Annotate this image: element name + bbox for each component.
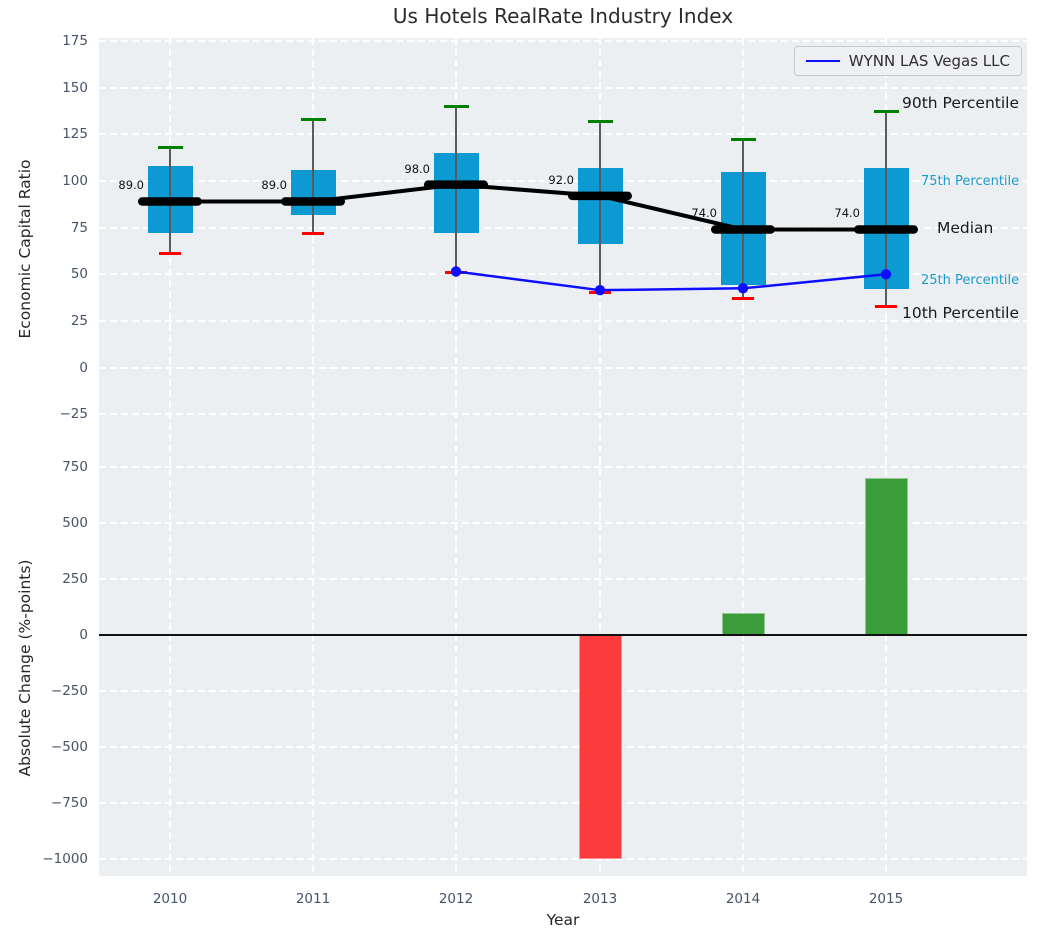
- legend-line-sample: [806, 60, 840, 62]
- bottom-vgridline-2014: [742, 458, 744, 876]
- median-value-label-2010: 89.0: [84, 178, 144, 192]
- legend: WYNN LAS Vegas LLC: [794, 46, 1022, 76]
- bottom-ytick--750: −750: [36, 794, 88, 812]
- figure: Us Hotels RealRate Industry Index WYNN L…: [0, 0, 1039, 942]
- change-bar-2015: [865, 478, 908, 635]
- median-marker-2013: [568, 192, 632, 201]
- percentile-label-25th-percentile: 25th Percentile: [921, 273, 1019, 288]
- xtick-2013: 2013: [565, 890, 635, 908]
- top-axes-boxplot: WYNN LAS Vegas LLC 89.089.098.092.074.07…: [99, 38, 1027, 458]
- percentile-label-10th-percentile: 10th Percentile: [902, 304, 1019, 322]
- top-ytick-150: 150: [36, 79, 88, 97]
- median-value-label-2015: 74.0: [800, 206, 860, 220]
- top-ytick--25: −25: [36, 405, 88, 423]
- zero-line: [99, 634, 1027, 636]
- xtick-2012: 2012: [421, 890, 491, 908]
- wynn-point: [881, 269, 891, 279]
- bottom-gridline--1000: [99, 858, 1027, 860]
- percentile-label-median: Median: [937, 219, 993, 237]
- bottom-ytick--1000: −1000: [36, 850, 88, 868]
- top-lines-overlay: [99, 38, 1027, 458]
- xtick-2014: 2014: [708, 890, 778, 908]
- bottom-axes-bar-chart: [99, 458, 1027, 876]
- percentile-label-90th-percentile: 90th Percentile: [902, 94, 1019, 112]
- xtick-2010: 2010: [135, 890, 205, 908]
- median-value-label-2013: 92.0: [514, 173, 574, 187]
- bottom-vgridline-2012: [455, 458, 457, 876]
- change-bar-2013: [579, 635, 622, 859]
- bottom-gridline--250: [99, 690, 1027, 692]
- percentile-label-75th-percentile: 75th Percentile: [921, 174, 1019, 189]
- top-ytick-50: 50: [36, 265, 88, 283]
- median-value-label-2011: 89.0: [227, 178, 287, 192]
- x-axis-label: Year: [513, 911, 613, 929]
- wynn-line: [456, 272, 886, 291]
- median-marker-2014: [711, 225, 775, 234]
- median-value-label-2012: 98.0: [370, 162, 430, 176]
- xtick-2015: 2015: [851, 890, 921, 908]
- wynn-point: [451, 266, 461, 276]
- top-ytick-25: 25: [36, 312, 88, 330]
- top-ytick-75: 75: [36, 219, 88, 237]
- median-value-label-2014: 74.0: [657, 206, 717, 220]
- median-marker-2015: [854, 225, 918, 234]
- bottom-gridline--750: [99, 802, 1027, 804]
- xtick-2011: 2011: [278, 890, 348, 908]
- legend-label: WYNN LAS Vegas LLC: [849, 52, 1010, 70]
- bottom-vgridline-2011: [312, 458, 314, 876]
- top-ytick-0: 0: [36, 359, 88, 377]
- bottom-ytick--500: −500: [36, 738, 88, 756]
- wynn-point: [738, 283, 748, 293]
- bottom-vgridline-2010: [169, 458, 171, 876]
- top-ytick-125: 125: [36, 125, 88, 143]
- wynn-point: [595, 285, 605, 295]
- top-ytick-100: 100: [36, 172, 88, 190]
- median-marker-2010: [138, 197, 202, 206]
- top-ytick-175: 175: [36, 32, 88, 50]
- change-bar-2014: [722, 613, 765, 635]
- chart-title: Us Hotels RealRate Industry Index: [99, 4, 1027, 28]
- bottom-ytick-750: 750: [36, 458, 88, 476]
- bottom-ytick-0: 0: [36, 626, 88, 644]
- median-marker-2012: [424, 180, 488, 189]
- bottom-ytick-250: 250: [36, 570, 88, 588]
- bottom-gridline--500: [99, 746, 1027, 748]
- bottom-ytick-500: 500: [36, 514, 88, 532]
- bottom-gridline-750: [99, 466, 1027, 468]
- bottom-ytick--250: −250: [36, 682, 88, 700]
- median-marker-2011: [281, 197, 345, 206]
